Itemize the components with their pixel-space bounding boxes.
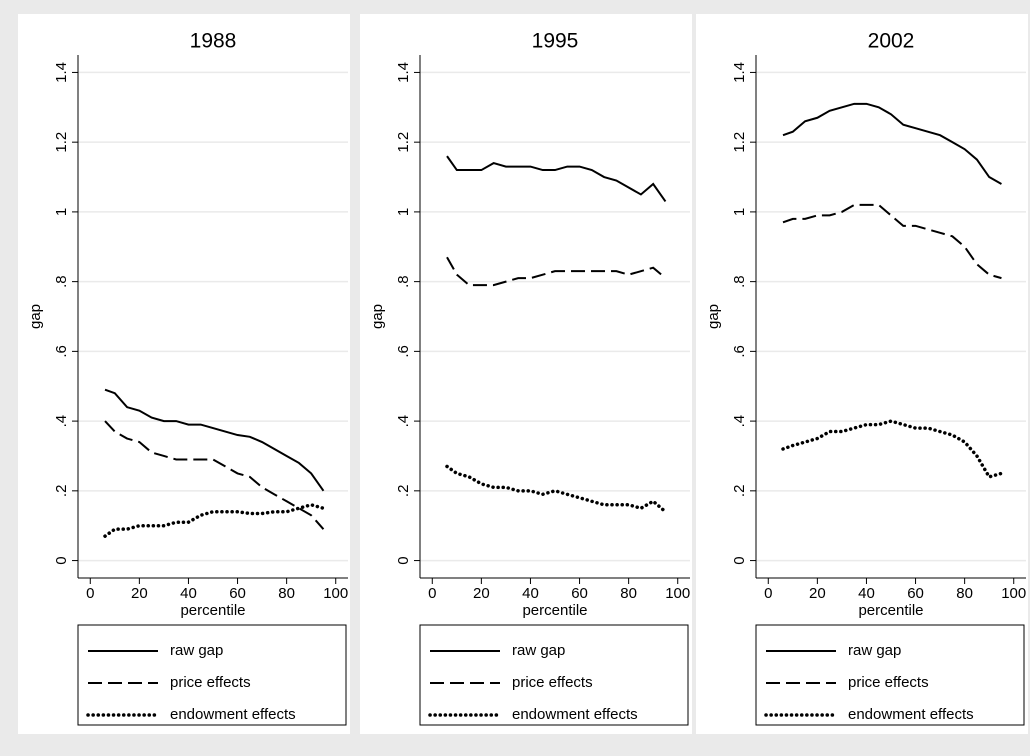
y-tick-label: 1 <box>395 208 412 216</box>
legend-label: endowment effects <box>512 706 638 723</box>
legend-label: endowment effects <box>848 706 974 723</box>
legend-label: price effects <box>170 674 251 691</box>
series-line <box>446 256 667 287</box>
y-tick-label: 0 <box>731 556 748 564</box>
series-line <box>782 102 1002 185</box>
legend <box>419 624 689 726</box>
x-tick-label: 20 <box>809 585 826 602</box>
y-tick-label: .8 <box>53 275 70 288</box>
series-line <box>446 155 667 203</box>
y-tick-label: .8 <box>731 275 748 288</box>
panel-title: 1988 <box>190 30 237 53</box>
y-tick-label: .6 <box>395 345 412 358</box>
x-tick-label: 100 <box>323 585 348 602</box>
y-tick-label: .6 <box>53 345 70 358</box>
x-tick-label: 60 <box>229 585 246 602</box>
series-line <box>781 419 1004 479</box>
legend-label: raw gap <box>512 642 565 659</box>
legend <box>755 624 1025 726</box>
x-tick-label: 80 <box>956 585 973 602</box>
x-tick-label: 100 <box>665 585 690 602</box>
x-tick-label: 40 <box>858 585 875 602</box>
panel-title: 1995 <box>532 30 579 53</box>
x-tick-label: 80 <box>620 585 637 602</box>
y-tick-label: .4 <box>395 415 412 428</box>
legend-label: raw gap <box>170 642 223 659</box>
y-tick-label: 1.4 <box>731 62 748 83</box>
legend <box>77 624 347 726</box>
x-tick-label: 0 <box>86 585 94 602</box>
y-axis-label: gap <box>369 304 386 329</box>
y-axis-label: gap <box>27 304 44 329</box>
y-tick-label: 1.2 <box>395 132 412 153</box>
y-tick-label: .4 <box>731 415 748 428</box>
series-line <box>103 502 326 538</box>
y-tick-label: 1 <box>731 208 748 216</box>
x-axis-label: percentile <box>522 602 587 619</box>
x-tick-label: 60 <box>907 585 924 602</box>
y-tick-label: .6 <box>731 345 748 358</box>
y-tick-label: 1 <box>53 208 70 216</box>
x-tick-label: 0 <box>428 585 436 602</box>
x-axis-label: percentile <box>180 602 245 619</box>
y-tick-label: .2 <box>395 485 412 498</box>
legend-label: endowment effects <box>170 706 296 723</box>
x-axis-label: percentile <box>858 602 923 619</box>
x-tick-label: 20 <box>131 585 148 602</box>
y-tick-label: 1.2 <box>53 132 70 153</box>
x-tick-label: 100 <box>1001 585 1026 602</box>
series-line <box>445 464 668 514</box>
y-tick-label: 1.4 <box>395 62 412 83</box>
legend-label: raw gap <box>848 642 901 659</box>
x-tick-label: 60 <box>571 585 588 602</box>
y-tick-label: .4 <box>53 415 70 428</box>
y-tick-label: 0 <box>395 556 412 564</box>
y-tick-label: 1.4 <box>53 62 70 83</box>
x-tick-label: 40 <box>522 585 539 602</box>
legend-label: price effects <box>512 674 593 691</box>
y-tick-label: 1.2 <box>731 132 748 153</box>
x-tick-label: 20 <box>473 585 490 602</box>
panel <box>18 14 350 734</box>
panel <box>696 14 1028 734</box>
y-axis-label: gap <box>705 304 722 329</box>
series-line <box>104 420 325 530</box>
legend-label: price effects <box>848 674 929 691</box>
panel-title: 2002 <box>868 30 915 53</box>
y-tick-label: 0 <box>53 556 70 564</box>
x-tick-label: 40 <box>180 585 197 602</box>
x-tick-label: 80 <box>278 585 295 602</box>
x-tick-label: 0 <box>764 585 772 602</box>
y-tick-label: .8 <box>395 275 412 288</box>
y-tick-label: .2 <box>53 485 70 498</box>
panel <box>360 14 692 734</box>
series-line <box>104 388 325 492</box>
y-tick-label: .2 <box>731 485 748 498</box>
